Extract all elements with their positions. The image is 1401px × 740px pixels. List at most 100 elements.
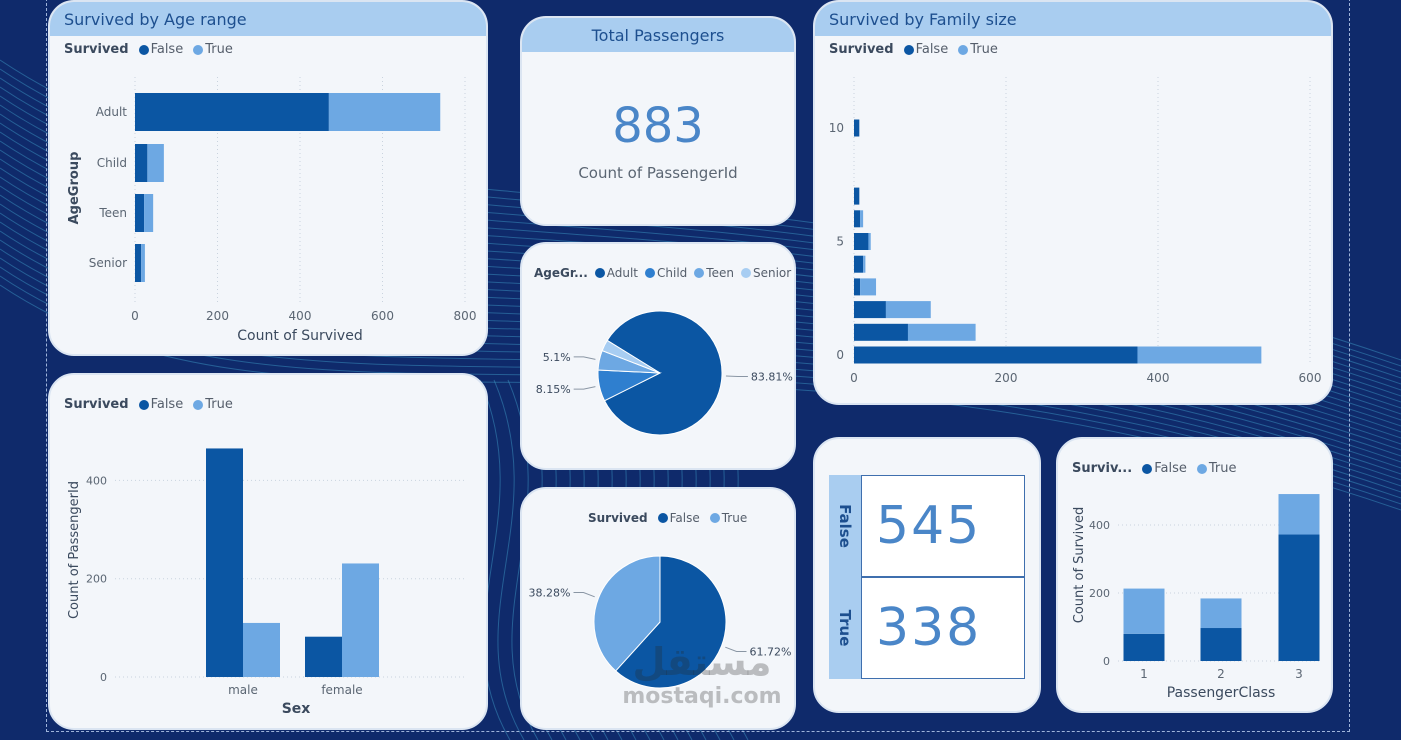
legend-item-false[interactable]: False [138, 397, 184, 412]
y-axis-title: AgeGroup [67, 152, 82, 225]
x-tick-label: 600 [371, 309, 394, 323]
bar-false-8 [854, 187, 860, 205]
age-range-chart-card[interactable]: Survived by Age range Survived False Tru… [48, 0, 488, 356]
pie-data-label: 5.1% [543, 351, 571, 364]
legend-title: Survived [64, 397, 129, 412]
legend-item-true[interactable]: True [709, 511, 747, 525]
legend-item-false[interactable]: False [138, 42, 183, 57]
legend-item-child[interactable]: Child [645, 266, 687, 280]
legend-item-false[interactable]: False [903, 42, 949, 57]
x-category-label: male [228, 683, 258, 697]
bar-true-adult [328, 93, 441, 131]
bar-false-3 [1278, 534, 1320, 661]
age-group-legend: AgeGr... Adult Child Teen Senior [534, 266, 794, 280]
legend-item-adult[interactable]: Adult [594, 266, 639, 280]
bar-false-6 [854, 233, 869, 250]
bar-true-female [342, 563, 379, 677]
bar-true-senior [141, 244, 145, 282]
y-tick-label: 0 [836, 348, 844, 362]
age-range-legend: Survived False True [64, 42, 237, 57]
legend-dot-teen [694, 268, 705, 278]
bar-false-7 [854, 210, 861, 228]
pie-data-label: 83.81% [751, 371, 793, 384]
legend-dot-false [138, 399, 149, 410]
bar-true-child [147, 144, 164, 182]
x-tick-label: 0 [131, 309, 139, 323]
background-wave-line [479, 379, 511, 740]
y-tick-label: 400 [86, 474, 107, 487]
bar-false-2 [854, 323, 908, 341]
total-passengers-card[interactable]: Total Passengers 883 Count of PassengerI… [520, 16, 796, 226]
passenger-class-chart-card[interactable]: Surviv... False True 0 200 400 1 2 3 Passenger… [1056, 437, 1333, 713]
watermark-arabic: مستقل [632, 640, 772, 684]
x-tick-label: 400 [289, 309, 312, 323]
x-axis-title: Sex [282, 701, 311, 717]
survived-false-value: 545 [861, 475, 1025, 577]
legend-dot-true [709, 513, 720, 523]
legend-label-senior: Senior [752, 266, 792, 280]
legend-item-teen[interactable]: Teen [694, 266, 734, 280]
legend-item-true[interactable]: True [193, 42, 233, 57]
pie-data-label: 38.28% [529, 586, 571, 599]
pie-leader-line [725, 646, 747, 653]
bar-false-2 [1200, 628, 1242, 661]
x-axis-title: Count of Survived [237, 328, 362, 344]
family-size-chart-card[interactable]: Survived by Family size Survived False T… [813, 0, 1333, 405]
pie-leader-line [573, 386, 596, 390]
x-category-label: female [321, 683, 362, 697]
legend-label-adult: Adult [606, 266, 639, 280]
bar-true-2 [907, 323, 976, 341]
bar-true-5 [863, 255, 866, 273]
x-tick-label: 0 [850, 371, 858, 385]
y-tick-label: 0 [100, 671, 107, 684]
legend-label-false: False [915, 42, 949, 57]
total-passengers-value: 883 [612, 98, 704, 154]
survived-false-label: False [829, 475, 861, 577]
sex-chart-card[interactable]: Survived False True 0 200 400 male female Sex… [48, 373, 488, 730]
y-tick-label: 0 [1103, 655, 1110, 668]
legend-title: Survived [64, 42, 129, 57]
legend-item-true[interactable]: True [958, 42, 998, 57]
bar-false-3 [854, 301, 886, 319]
survived-pie-card[interactable]: Survived False True 61.72% 38.28% [520, 487, 796, 730]
y-category-label: Senior [89, 256, 127, 270]
legend-label-true: True [970, 42, 998, 57]
legend-title: AgeGr... [534, 266, 588, 280]
watermark-latin: mostaqi.com [622, 684, 782, 709]
legend-item-false[interactable]: False [1142, 461, 1187, 476]
legend-dot-true [958, 44, 969, 55]
background-wave-line [493, 379, 525, 740]
legend-label-false: False [669, 511, 700, 525]
legend-item-false[interactable]: False [657, 511, 700, 525]
family-size-legend: Survived False True [829, 42, 1002, 57]
pie-slice-false [614, 555, 727, 689]
legend-item-true[interactable]: True [193, 397, 233, 412]
x-category-label: 1 [1140, 667, 1148, 681]
bar-true-1 [1123, 588, 1165, 634]
bar-true-3 [885, 301, 931, 319]
legend-item-true[interactable]: True [1196, 461, 1236, 476]
pie-leader-line [573, 591, 595, 598]
y-category-label: Teen [98, 206, 127, 220]
y-tick-label: 5 [836, 235, 844, 249]
survived-pie-legend: Survived False True [588, 511, 751, 525]
legend-dot-false [138, 44, 149, 55]
pie-slice-true [593, 555, 661, 672]
x-tick-label: 800 [454, 309, 477, 323]
age-range-bar-chart: 0 200 400 600 800 Adult Child Teen Senior Count o… [67, 77, 477, 344]
bar-true-6 [868, 233, 871, 250]
survived-count-card[interactable]: False 545 True 338 [813, 437, 1041, 713]
bar-false-male [206, 448, 243, 677]
bar-false-1 [854, 346, 1138, 364]
bar-false-female [305, 636, 342, 677]
bar-false-1 [1123, 633, 1165, 661]
survived-true-label: True [829, 577, 861, 679]
bar-false-5 [854, 255, 864, 273]
bar-false-4 [854, 278, 861, 296]
legend-label-true: True [205, 42, 233, 57]
legend-item-senior[interactable]: Senior [740, 266, 792, 280]
legend-dot-senior [740, 268, 751, 278]
age-group-pie-card[interactable]: AgeGr... Adult Child Teen Senior 83.81% 8… [520, 242, 796, 470]
pie-data-label: 8.15% [536, 383, 571, 396]
legend-label-false: False [150, 397, 184, 412]
